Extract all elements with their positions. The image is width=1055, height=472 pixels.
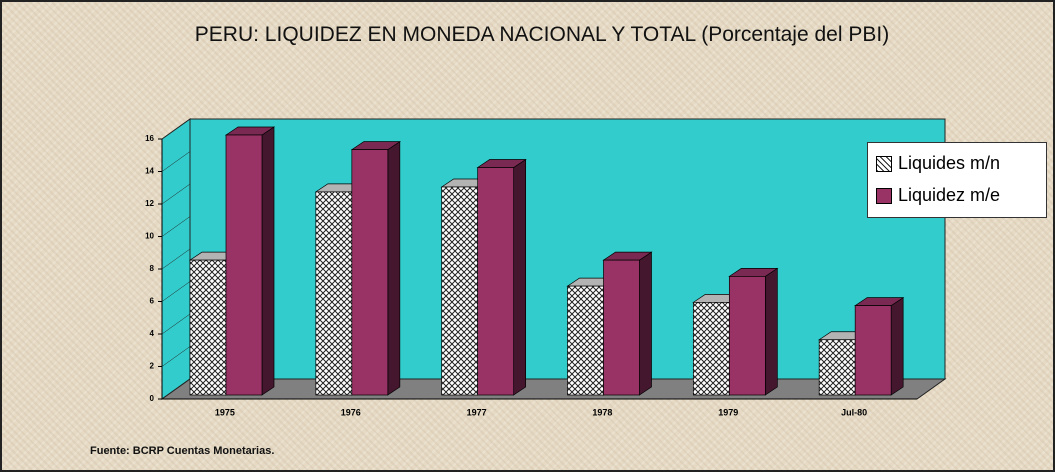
x-tick-label: 1977	[467, 407, 487, 417]
y-tick-label: 4	[150, 329, 155, 338]
y-tick-label: 16	[145, 134, 154, 143]
bar-face	[261, 126, 275, 396]
grid-line	[161, 151, 191, 172]
x-tick-label: 1979	[718, 407, 738, 417]
legend-entry: Liquides m/n	[876, 153, 1000, 174]
legend-label: Liquidez m/e	[898, 185, 1001, 205]
y-tick-label: 2	[150, 362, 155, 371]
bar	[224, 126, 276, 396]
bar-face	[189, 259, 227, 396]
bar-face	[764, 267, 778, 396]
grid-line	[161, 313, 191, 335]
grid-line	[161, 183, 191, 205]
bar-face	[477, 167, 515, 396]
bar-face	[225, 134, 263, 396]
source-note: Fuente: BCRP Cuentas Monetarias.	[90, 445, 275, 457]
y-tick-label: 6	[150, 297, 155, 306]
y-tick-label: 8	[150, 264, 155, 273]
chart-title: PERU: LIQUIDEZ EN MONEDA NACIONAL Y TOTA…	[194, 23, 890, 46]
grid-line	[161, 118, 191, 140]
grid-line	[161, 248, 191, 270]
bar	[854, 296, 905, 396]
bar-face	[315, 191, 353, 396]
bar-face	[890, 296, 904, 396]
x-tick-label: 1978	[592, 407, 612, 417]
bar-face	[728, 276, 766, 396]
x-tick-label: 1975	[215, 407, 235, 417]
bar-face	[603, 259, 640, 396]
bar-face	[513, 158, 527, 396]
legend: Liquides m/n Liquidez m/e	[867, 142, 1047, 218]
bar	[350, 140, 401, 396]
bar	[728, 267, 779, 396]
x-tick-label: Jul-80	[841, 407, 867, 417]
y-tick-label: 0	[150, 394, 155, 403]
bar-face	[692, 302, 730, 396]
bar-face	[818, 339, 856, 396]
x-tick-label: 1976	[341, 407, 361, 417]
legend-entry: Liquidez m/e	[876, 185, 1000, 206]
bar	[476, 158, 527, 396]
bar-face	[854, 305, 892, 396]
bar-face	[387, 140, 401, 396]
bar-face	[441, 186, 479, 396]
grid-line	[161, 346, 191, 367]
bar-face	[639, 251, 652, 396]
bar-face	[567, 285, 604, 396]
grid-line	[161, 216, 191, 237]
y-tick-label: 12	[145, 199, 154, 208]
y-tick-label: 14	[145, 167, 154, 176]
grid-line	[161, 281, 191, 302]
legend-label: Liquides m/n	[898, 153, 1001, 173]
legend-swatch	[876, 187, 892, 204]
y-tick-label: 10	[145, 232, 154, 241]
bar-face	[351, 149, 389, 396]
grid-line	[161, 378, 191, 400]
bar	[602, 251, 653, 396]
legend-swatch	[876, 155, 892, 172]
